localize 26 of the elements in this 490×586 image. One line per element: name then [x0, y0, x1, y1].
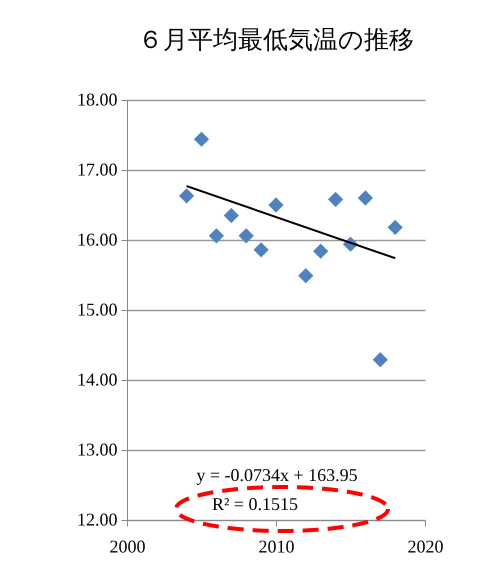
point — [179, 188, 194, 204]
point — [224, 208, 239, 224]
x-tick-label: 2000 — [110, 536, 146, 556]
y-tick-label: 12.00 — [77, 510, 118, 530]
annotation: R² = 0.1515 — [212, 494, 298, 514]
y-tick-label: 13.00 — [77, 440, 118, 460]
y-tick-label: 18.00 — [77, 90, 118, 110]
x-tick-label: 2010 — [258, 536, 294, 556]
x-tick-label: 2020 — [408, 536, 444, 556]
point — [268, 197, 284, 213]
y-tick-label: 14.00 — [77, 370, 118, 390]
point — [328, 192, 344, 207]
y-tick-label: 15.00 — [77, 300, 118, 320]
point — [194, 132, 210, 147]
annotation: y = -0.0734x + 163.95 — [196, 465, 358, 485]
point — [372, 352, 388, 368]
chart-title: ６月平均最低気温の推移 — [138, 25, 414, 54]
point — [358, 190, 373, 206]
point — [238, 228, 254, 244]
point — [313, 244, 328, 259]
y-tick-label: 16.00 — [77, 230, 118, 250]
y-tick-label: 17.00 — [77, 160, 118, 180]
point — [208, 228, 224, 244]
point — [388, 220, 403, 235]
point — [254, 242, 269, 258]
point — [298, 268, 314, 284]
